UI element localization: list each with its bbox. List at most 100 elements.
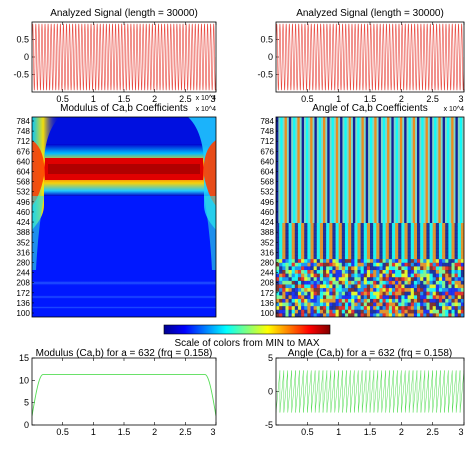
angle-noise-cell	[388, 277, 393, 282]
angle-noise-cell	[329, 298, 333, 303]
angle-noise-cell	[329, 280, 333, 285]
angle-noise-cell	[435, 251, 440, 256]
angle-stripe	[391, 117, 394, 223]
angle-noise-cell	[410, 241, 415, 245]
angle-noise-cell	[442, 226, 446, 231]
angle-noise-cell	[442, 248, 446, 253]
angle-noise-cell	[448, 277, 452, 282]
modulus-ytick-label: 316	[16, 248, 30, 257]
angle-noise-cell	[304, 233, 308, 238]
angle-noise-cell	[385, 266, 389, 271]
angle-noise-cell	[304, 255, 308, 260]
angle-noise-cell	[319, 306, 324, 310]
angle-noise-cell	[366, 259, 371, 263]
angle-noise-cell	[388, 284, 393, 289]
angle-noise-cell	[332, 270, 336, 274]
colorbar-gradient	[163, 324, 331, 335]
modulus-ytick-label: 640	[16, 157, 30, 166]
angle-noise-cell	[370, 226, 374, 231]
angle-noise-cell	[398, 251, 402, 256]
angle-noise-cell	[391, 295, 396, 300]
angle-noise-cell	[338, 280, 342, 285]
angle-noise-cell	[407, 262, 411, 267]
angle-noise-cell	[417, 262, 421, 267]
angle-noise-cell	[363, 241, 368, 245]
angle-noise-cell	[398, 241, 402, 245]
angle-noise-cell	[354, 241, 358, 245]
angle-noise-cell	[432, 291, 436, 296]
angle-noise-cell	[391, 255, 396, 260]
angle-noise-cell	[307, 248, 311, 253]
angle-noise-cell	[423, 270, 427, 274]
angle-noise-cell	[297, 248, 302, 253]
angle-noise-cell	[457, 248, 462, 253]
angle-noise-cell	[398, 262, 402, 267]
angle-noise-cell	[276, 266, 280, 271]
angle-noise-cell	[385, 288, 389, 292]
angle-noise-cell	[413, 273, 418, 278]
angle-noise-cell	[445, 237, 449, 242]
angle-noise-cell	[313, 251, 317, 256]
angle-noise-cell	[279, 273, 283, 278]
angle-noise-cell	[329, 244, 333, 249]
signal-right-series	[276, 23, 464, 91]
angle-noise-cell	[366, 226, 371, 231]
angle-noise-cell	[404, 298, 408, 303]
angle-stripe	[374, 117, 377, 223]
angle-noise-cell	[363, 248, 368, 253]
angle-noise-cell	[332, 241, 336, 245]
angle-noise-cell	[435, 248, 440, 253]
angle-noise-cell	[388, 280, 393, 285]
angle-noise-cell	[310, 259, 314, 263]
angle-noise-cell	[401, 298, 405, 303]
angle-noise-cell	[435, 291, 440, 296]
modulus-ytick-label: 604	[16, 168, 30, 177]
angle-noise-cell	[297, 280, 302, 285]
angle-noise-cell	[442, 223, 446, 227]
angle-noise-cell	[442, 233, 446, 238]
angle-noise-cell	[326, 233, 330, 238]
angle-noise-cell	[366, 244, 371, 249]
angle-noise-cell	[423, 237, 427, 242]
angle-noise-cell	[354, 223, 358, 227]
angle-noise-cell	[376, 306, 380, 310]
angle-noise-cell	[407, 291, 411, 296]
angle-noise-cell	[379, 226, 383, 231]
angle-noise-cell	[326, 244, 330, 249]
angle-noise-cell	[445, 284, 449, 289]
angle-noise-cell	[357, 226, 361, 231]
angle-noise-cell	[438, 302, 443, 307]
angle-noise-cell	[448, 291, 452, 296]
angle-noise-cell	[370, 298, 374, 303]
angle-noise-cell	[276, 233, 280, 238]
angle-noise-cell	[294, 295, 299, 300]
angle-noise-cell	[360, 244, 364, 249]
angle-noise-cell	[398, 295, 402, 300]
angle-noise-cell	[413, 241, 418, 245]
angle-noise-cell	[388, 298, 393, 303]
angle-noise-cell	[417, 237, 421, 242]
angle-noise-cell	[388, 241, 393, 245]
angle-noise-cell	[348, 223, 352, 227]
angle-noise-cell	[385, 270, 389, 274]
angle-noise-cell	[370, 241, 374, 245]
angle-noise-cell	[307, 302, 311, 307]
angle-noise-cell	[304, 230, 308, 235]
angle-stripe	[434, 117, 437, 223]
angle-noise-cell	[348, 233, 352, 238]
angle-noise-cell	[313, 284, 317, 289]
angle-noise-cell	[413, 306, 418, 310]
angle-noise-cell	[341, 273, 346, 278]
angle-stripe	[365, 117, 369, 223]
angle-noise-cell	[438, 244, 443, 249]
angle-noise-cell	[385, 251, 389, 256]
angle-noise-cell	[373, 248, 377, 253]
angle-stripe	[455, 117, 458, 223]
angle-stripe	[348, 117, 351, 223]
angle-noise-cell	[435, 237, 440, 242]
angle-noise-cell	[382, 251, 386, 256]
angle-noise-cell	[435, 306, 440, 310]
angle-noise-cell	[432, 230, 436, 235]
angle-noise-cell	[294, 298, 299, 303]
angle-noise-cell	[316, 259, 321, 263]
